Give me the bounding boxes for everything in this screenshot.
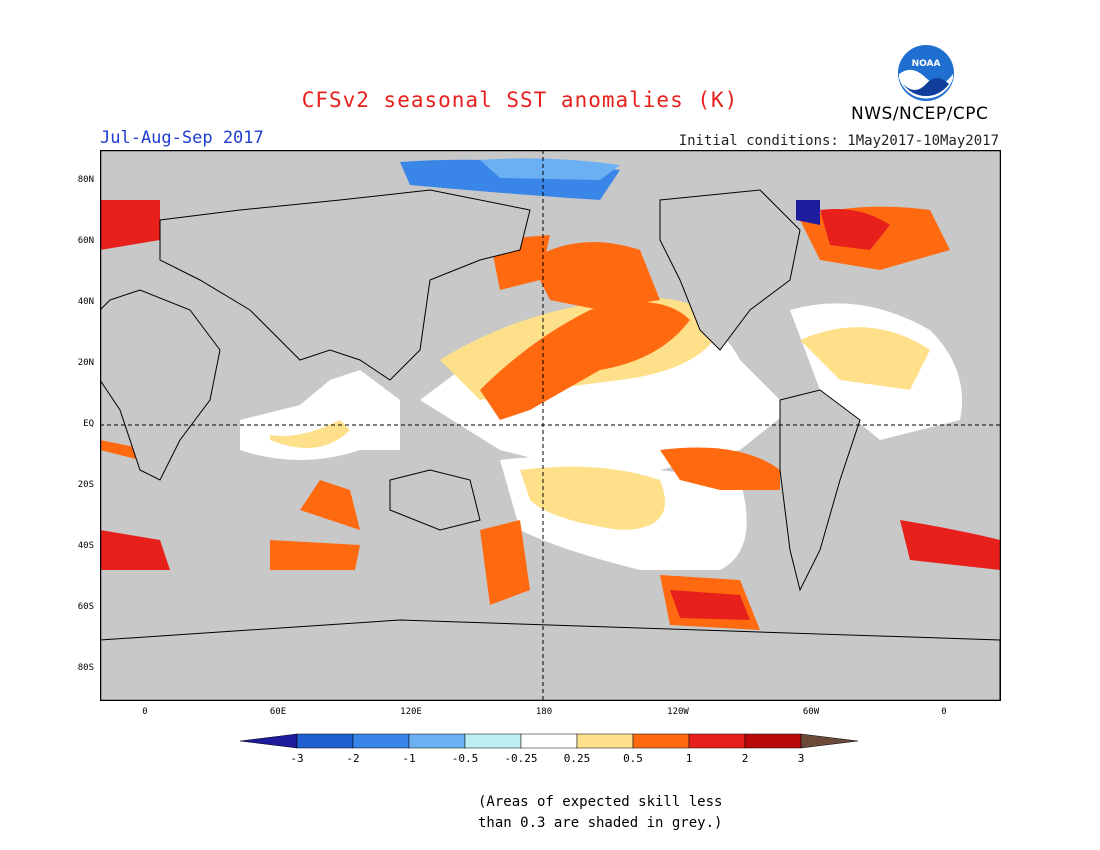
- sst-anomaly-map: [100, 150, 1001, 701]
- lon-label-180: 180: [535, 707, 553, 717]
- lon-label-120e: 120E: [400, 707, 422, 717]
- lat-label-40s: 40S: [77, 541, 94, 551]
- noaa-logo: NOAA: [898, 45, 954, 101]
- lat-label-40n: 40N: [77, 297, 94, 307]
- colorbar-label: -1: [402, 752, 416, 765]
- lon-label-0-east: 0: [941, 707, 947, 717]
- colorbar-label: 0.25: [563, 752, 591, 765]
- lat-label-80n: 80N: [77, 175, 94, 185]
- lat-label-60n: 60N: [77, 236, 94, 246]
- lon-label-60w: 60W: [802, 707, 820, 717]
- lat-label-eq: EQ: [83, 419, 94, 429]
- lon-label-0: 0: [142, 707, 148, 717]
- lon-label-60e: 60E: [269, 707, 287, 717]
- continents: [100, 189, 1001, 701]
- colorbar-label: -3: [290, 752, 304, 765]
- initial-conditions: Initial conditions: 1May2017-10May2017: [678, 133, 999, 149]
- colorbar-label: 1: [685, 752, 693, 765]
- lat-label-60s: 60S: [77, 602, 94, 612]
- colorbar-label: 2: [741, 752, 749, 765]
- lat-label-20n: 20N: [77, 358, 94, 368]
- anomaly-fields: [100, 158, 1000, 630]
- lon-label-120w: 120W: [667, 707, 689, 717]
- colorbar-label: -0.25: [504, 752, 538, 765]
- skill-note-line1: (Areas of expected skill less: [478, 794, 723, 810]
- chart-title: CFSv2 seasonal SST anomalies (K): [301, 88, 739, 112]
- colorbar-label: -0.5: [451, 752, 479, 765]
- colorbar: [240, 733, 859, 749]
- lat-label-80s: 80S: [77, 663, 94, 673]
- colorbar-label: 3: [797, 752, 805, 765]
- skill-note-line2: than 0.3 are shaded in grey.): [478, 815, 723, 831]
- colorbar-label: 0.5: [623, 752, 643, 765]
- skill-note: (Areas of expected skill less than 0.3 a…: [478, 792, 722, 834]
- svg-text:NOAA: NOAA: [912, 59, 941, 69]
- lat-label-20s: 20S: [77, 480, 94, 490]
- grid: [100, 150, 1001, 701]
- forecast-period: Jul-Aug-Sep 2017: [100, 128, 264, 148]
- organization-label: NWS/NCEP/CPC: [851, 104, 989, 124]
- colorbar-label: -2: [346, 752, 360, 765]
